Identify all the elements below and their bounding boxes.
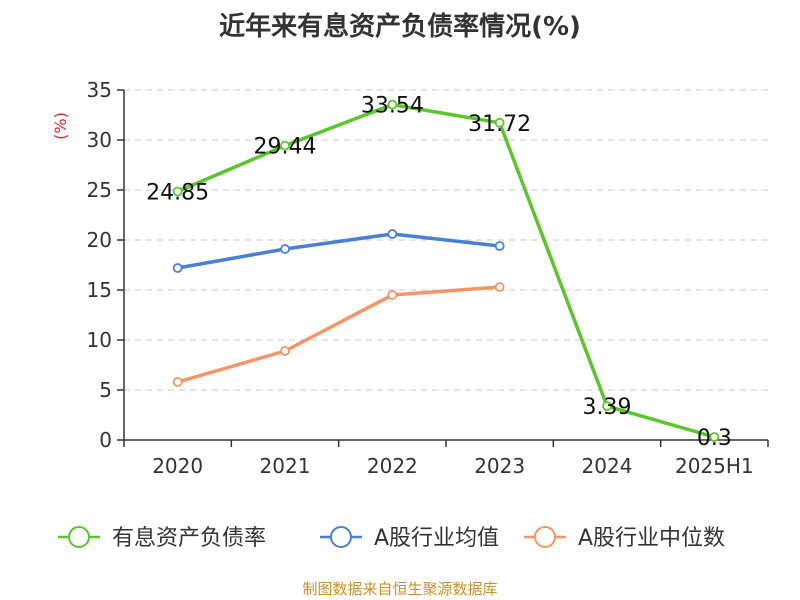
data-point <box>494 241 505 251</box>
data-point <box>387 229 398 239</box>
y-tick-label: 10 <box>87 328 112 352</box>
data-label: 29.44 <box>254 135 317 160</box>
data-point <box>172 263 183 273</box>
series-line <box>177 285 500 384</box>
y-axis-label: (%) <box>51 112 70 140</box>
x-tick-label: 2023 <box>474 454 525 478</box>
data-point <box>602 401 612 412</box>
y-tick-label: 0 <box>99 428 112 452</box>
x-tick-label: 2025H1 <box>675 454 754 478</box>
data-labels: 24.85 29.44 33.54 31.72 3.39 0.3 <box>146 94 732 451</box>
data-point <box>387 290 398 300</box>
series-line <box>177 232 500 270</box>
legend-marker <box>534 526 556 548</box>
data-label: 0.3 <box>697 426 732 451</box>
y-tick-label: 25 <box>87 178 112 202</box>
y-tick-label: 5 <box>99 378 112 402</box>
x-tick-label: 2022 <box>367 454 418 478</box>
x-tick-label: 2024 <box>582 454 633 478</box>
legend-label: A股行业中位数 <box>578 526 725 551</box>
data-point <box>387 99 398 110</box>
legend: 有息资产负债率 A股行业均值 A股行业中位数 <box>58 526 725 551</box>
data-point <box>280 140 290 151</box>
data-point <box>709 432 720 442</box>
x-tick-label: 2021 <box>260 454 311 478</box>
legend-label: 有息资产负债率 <box>112 526 266 551</box>
x-tick-label: 2020 <box>152 454 203 478</box>
y-tick-label: 20 <box>87 228 112 252</box>
data-point <box>494 117 505 128</box>
y-tick-label: 15 <box>87 278 112 302</box>
data-label: 3.39 <box>583 395 632 420</box>
legend-marker <box>68 526 90 548</box>
series-line <box>176 102 715 439</box>
chart-title: 近年来有息资产负债率情况(%) <box>219 12 581 42</box>
data-label: 24.85 <box>146 181 209 206</box>
axes: 0 5 10 15 20 25 30 35 2020 2021 2022 2023 2024 2025H1… <box>51 78 769 478</box>
data-point <box>494 282 505 292</box>
data-label: 33.54 <box>361 94 424 119</box>
data-point <box>280 244 290 254</box>
y-tick-label: 30 <box>87 128 112 152</box>
data-point <box>280 346 290 356</box>
y-tick-label: 35 <box>87 78 112 102</box>
data-point <box>172 377 183 387</box>
data-point <box>172 186 183 197</box>
legend-label: A股行业均值 <box>374 526 499 551</box>
series <box>172 99 720 442</box>
footer-source: 制图数据来自恒生聚源数据库 <box>302 580 498 598</box>
data-label: 31.72 <box>468 112 531 137</box>
legend-marker <box>330 526 352 548</box>
